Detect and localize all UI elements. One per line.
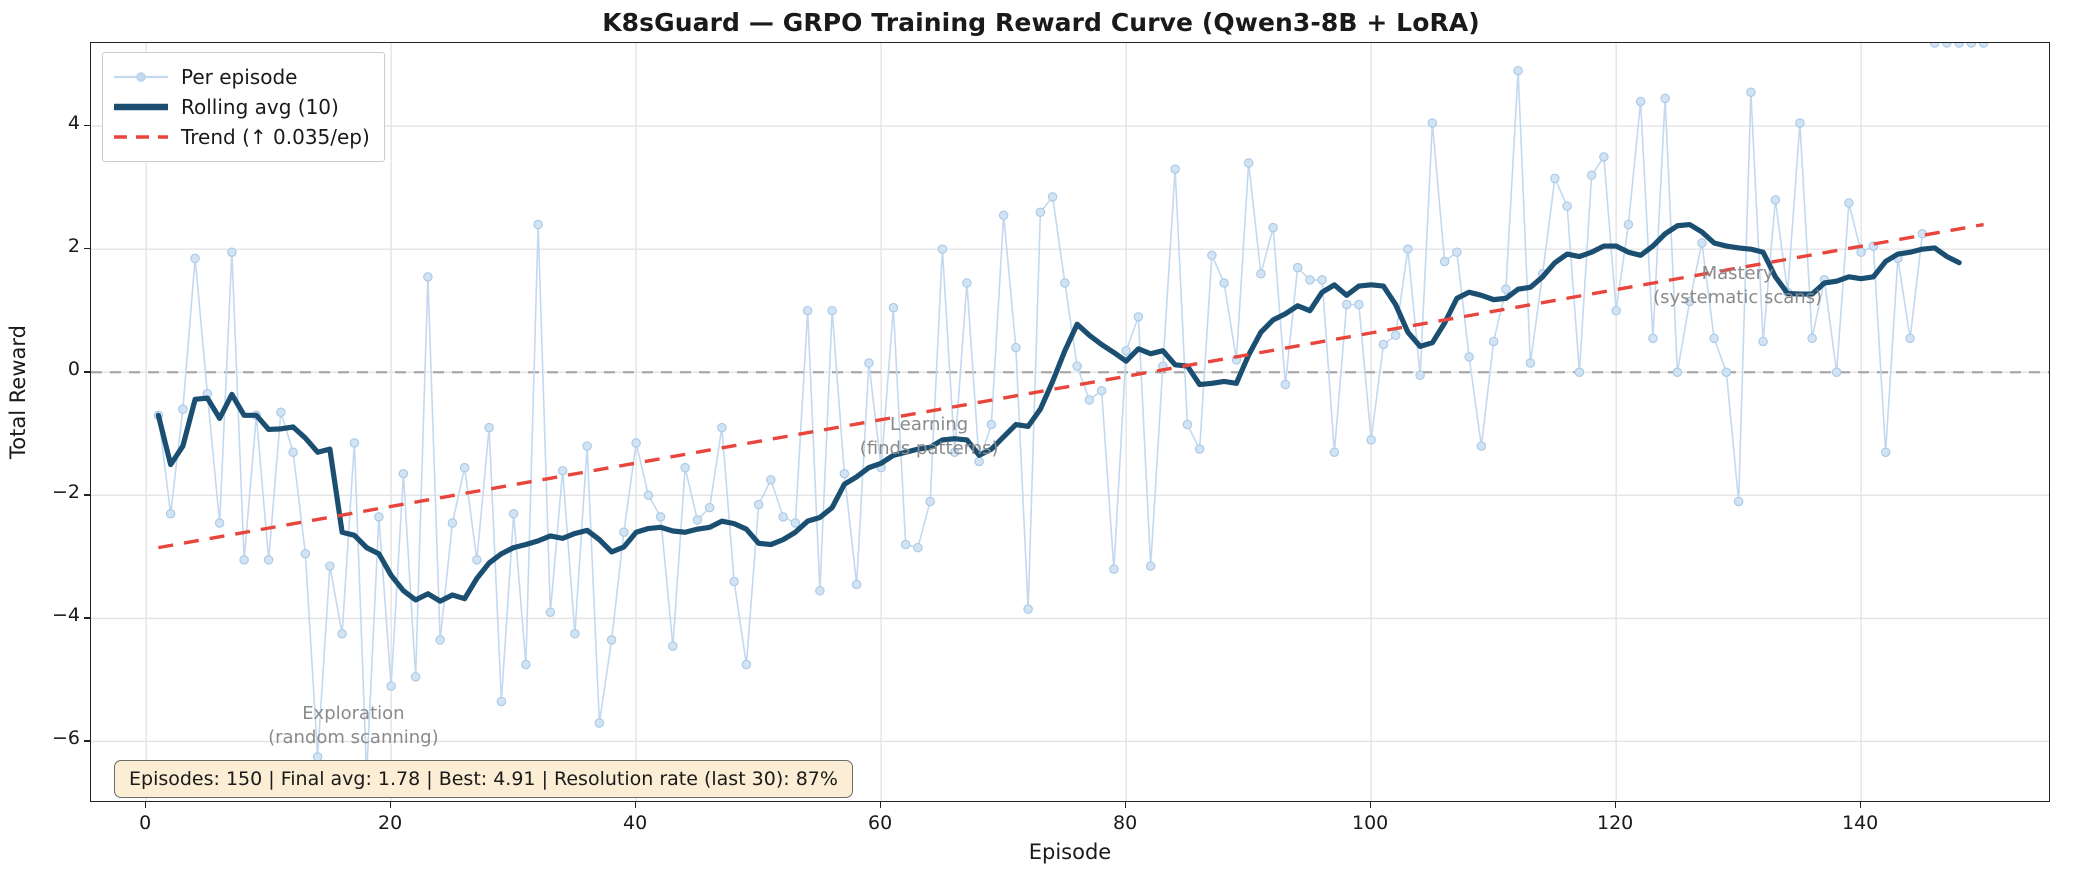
x-tick-label: 80 (1113, 812, 1138, 834)
per-episode-swatch-icon (113, 66, 169, 88)
rolling-avg-series-line (155, 221, 1962, 604)
y-tick-label: 4 (67, 112, 80, 135)
legend[interactable]: Per episode Rolling avg (10) Trend (↑ 0.… (102, 52, 385, 162)
x-tick-label: 60 (868, 812, 893, 834)
x-tick-label: 40 (623, 812, 648, 834)
legend-label-rolling-avg: Rolling avg (10) (181, 95, 339, 119)
x-axis-label: Episode (1028, 840, 1112, 864)
x-tick-mark (1370, 802, 1372, 808)
annotation-exploration-line1: Exploration (302, 703, 405, 724)
annotation-exploration: Exploration (random scanning) (223, 702, 483, 751)
annotation-learning-line1: Learning (890, 413, 969, 435)
x-tick-label: 20 (378, 812, 403, 834)
trend-series-line (158, 222, 1984, 550)
x-tick-label: 100 (1351, 812, 1389, 834)
x-tick-mark (1125, 802, 1127, 808)
x-tick-mark (390, 802, 392, 808)
page-title: K8sGuard — GRPO Training Reward Curve (Q… (602, 8, 1480, 37)
y-tick-label: 2 (67, 235, 80, 258)
legend-item-rolling-avg[interactable]: Rolling avg (10) (113, 92, 370, 122)
x-tick-mark (145, 802, 147, 808)
annotation-mastery: Mastery (systematic scans) (1608, 262, 1868, 311)
y-tick-mark (84, 740, 90, 742)
y-axis-label: Total Reward (6, 325, 30, 459)
x-tick-label: 120 (1596, 812, 1634, 834)
x-tick-mark (635, 802, 637, 808)
legend-item-trend[interactable]: Trend (↑ 0.035/ep) (113, 122, 370, 152)
y-tick-mark (84, 125, 90, 127)
plot-area (90, 42, 2050, 802)
y-tick-label: −6 (51, 727, 80, 750)
x-tick-mark (1615, 802, 1617, 808)
stats-info-box: Episodes: 150 | Final avg: 1.78 | Best: … (114, 760, 853, 798)
annotation-mastery-line1: Mastery (1701, 263, 1774, 284)
x-tick-label: 0 (139, 812, 152, 834)
x-tick-mark (880, 802, 882, 808)
y-tick-label: −4 (51, 604, 80, 627)
annotation-learning-line2: (finds patterns) (859, 438, 999, 460)
plot-svg (91, 43, 2049, 801)
annotation-exploration-line2: (random scanning) (268, 727, 439, 749)
y-tick-mark (84, 371, 90, 373)
annotation-mastery-line2: (systematic scans) (1653, 287, 1823, 309)
y-tick-label: 0 (67, 358, 80, 381)
y-tick-mark (84, 617, 90, 619)
y-tick-label: −2 (51, 481, 80, 504)
legend-label-per-episode: Per episode (181, 65, 298, 89)
grid-lines (91, 43, 2049, 801)
legend-item-per-episode[interactable]: Per episode (113, 62, 370, 92)
y-tick-mark (84, 248, 90, 250)
x-tick-label: 140 (1841, 812, 1879, 834)
rolling-avg-swatch-icon (113, 96, 169, 118)
y-tick-mark (84, 494, 90, 496)
legend-label-trend: Trend (↑ 0.035/ep) (181, 125, 370, 149)
x-tick-mark (1860, 802, 1862, 808)
annotation-learning: Learning (finds patterns) (799, 413, 1059, 462)
trend-swatch-icon (113, 126, 169, 148)
per-episode-markers (153, 43, 1989, 781)
